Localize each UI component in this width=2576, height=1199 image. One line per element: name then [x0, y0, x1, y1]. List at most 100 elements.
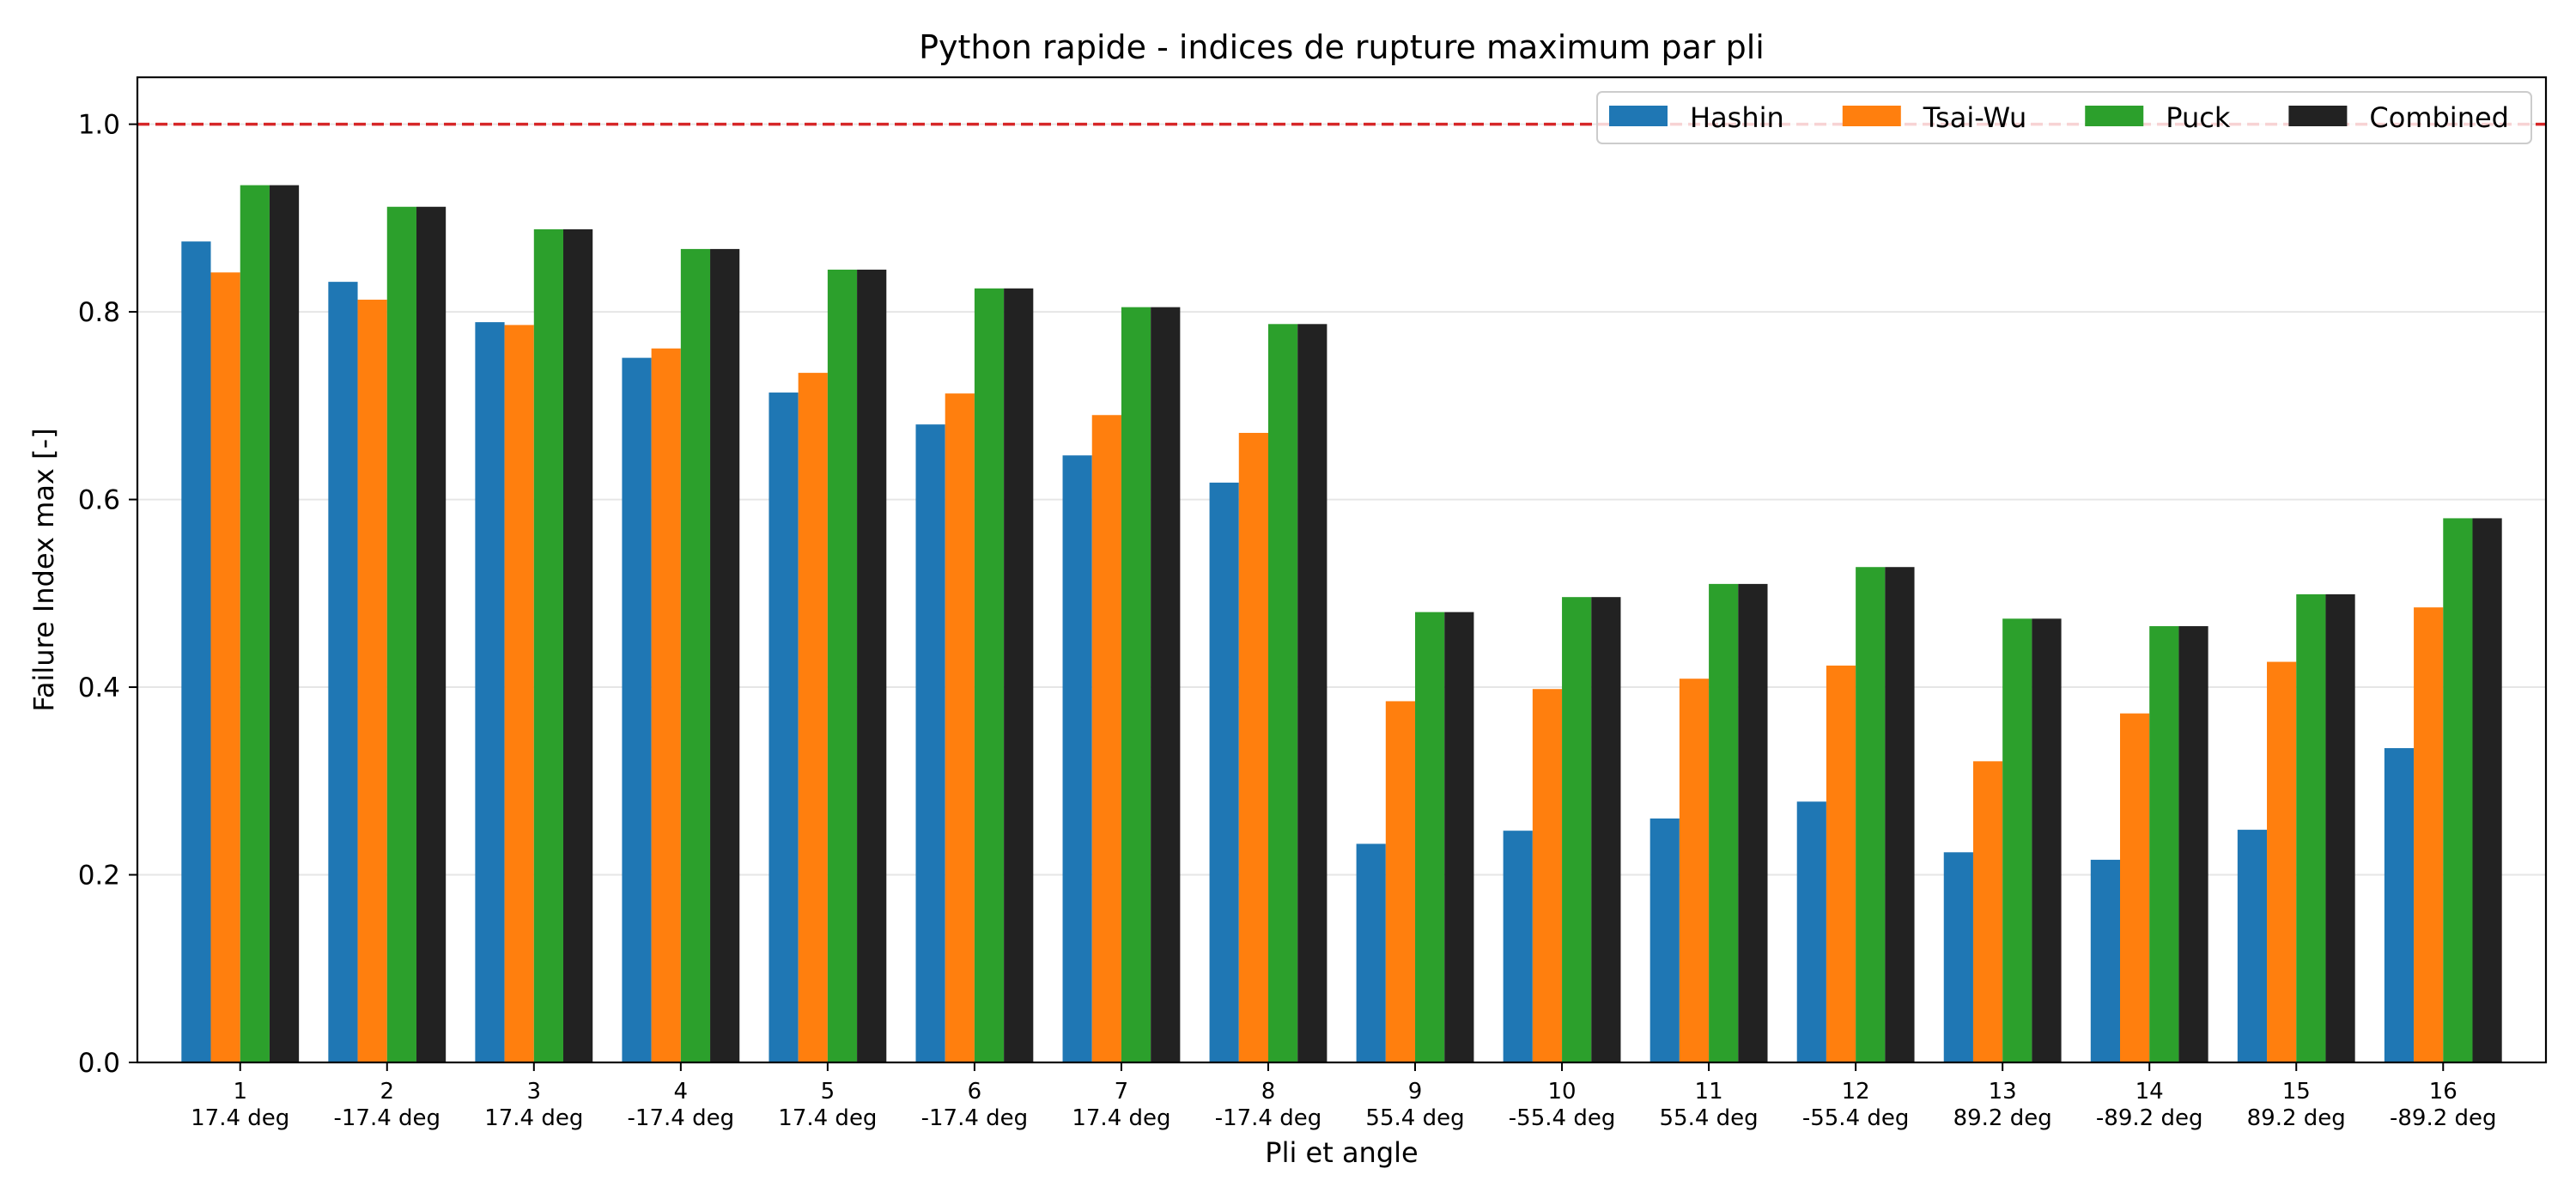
x-tick-sublabel: 89.2 deg	[2247, 1105, 2346, 1131]
y-tick-label: 0.4	[78, 673, 120, 703]
bar-tsai-wu-10	[1532, 689, 1563, 1062]
bar-hashin-6	[915, 424, 945, 1063]
bar-hashin-9	[1356, 843, 1386, 1062]
bar-puck-8	[1267, 324, 1298, 1062]
bar-puck-14	[2149, 626, 2179, 1062]
x-tick-sublabel: -55.4 deg	[1509, 1105, 1616, 1131]
bar-hashin-3	[475, 322, 505, 1062]
bar-combined-11	[1738, 583, 1768, 1062]
y-tick-label: 1.0	[78, 110, 120, 141]
bar-combined-9	[1444, 612, 1474, 1062]
bar-puck-13	[2002, 618, 2032, 1062]
bar-puck-3	[533, 228, 564, 1063]
chart-title: Python rapide - indices de rupture maxim…	[919, 28, 1765, 66]
x-tick-label: 10	[1548, 1079, 1577, 1105]
bar-hashin-15	[2237, 830, 2268, 1062]
bar-hashin-7	[1062, 455, 1092, 1062]
x-tick-label: 16	[2429, 1079, 2458, 1105]
x-tick-sublabel: -89.2 deg	[2390, 1105, 2497, 1131]
x-tick-label: 9	[1408, 1079, 1423, 1105]
bar-combined-5	[857, 269, 887, 1062]
y-tick-label: 0.2	[78, 861, 120, 892]
bar-puck-16	[2443, 518, 2473, 1062]
legend-label: Hashin	[1690, 101, 1784, 134]
x-tick-label: 7	[1115, 1079, 1129, 1105]
bar-hashin-1	[181, 241, 211, 1063]
x-tick-label: 4	[674, 1079, 689, 1105]
x-tick-sublabel: 17.4 deg	[484, 1105, 583, 1131]
bar-hashin-16	[2384, 748, 2415, 1062]
x-tick-sublabel: 55.4 deg	[1660, 1105, 1759, 1131]
bar-combined-16	[2472, 518, 2502, 1062]
bar-combined-3	[563, 228, 593, 1063]
bar-tsai-wu-9	[1385, 701, 1416, 1062]
bar-tsai-wu-4	[651, 348, 681, 1062]
x-tick-label: 12	[1842, 1079, 1870, 1105]
x-tick-sublabel: 17.4 deg	[1072, 1105, 1170, 1131]
x-tick-label: 13	[1989, 1079, 2017, 1105]
bar-hashin-14	[2090, 860, 2120, 1062]
y-axis-label: Failure Index max [-]	[27, 428, 60, 711]
bar-combined-8	[1297, 324, 1327, 1062]
x-tick-sublabel: -17.4 deg	[628, 1105, 735, 1131]
legend-label: Combined	[2369, 101, 2509, 134]
bar-tsai-wu-5	[798, 373, 828, 1063]
bar-tsai-wu-2	[357, 299, 387, 1062]
y-axis: 0.0 0.2 0.4 0.6 0.8 1.0	[78, 110, 137, 1079]
bar-tsai-wu-1	[210, 272, 240, 1063]
bar-tsai-wu-14	[2119, 713, 2150, 1062]
x-tick-label: 1	[233, 1079, 247, 1105]
bar-hashin-5	[769, 393, 799, 1062]
bar-puck-7	[1121, 307, 1151, 1063]
y-tick-label: 0.8	[78, 297, 120, 328]
x-tick-label: 15	[2282, 1079, 2311, 1105]
bar-hashin-10	[1503, 831, 1533, 1062]
bar-hashin-8	[1209, 482, 1239, 1062]
bar-puck-5	[827, 269, 858, 1062]
bar-combined-2	[416, 206, 447, 1063]
bar-tsai-wu-16	[2414, 607, 2444, 1062]
bar-puck-10	[1562, 597, 1592, 1062]
x-axis-label: Pli et angle	[1265, 1136, 1418, 1169]
bar-hashin-13	[1943, 852, 1973, 1062]
bar-combined-10	[1591, 597, 1621, 1062]
bar-tsai-wu-6	[945, 393, 975, 1062]
legend-swatch	[1609, 106, 1668, 126]
bar-tsai-wu-8	[1238, 433, 1268, 1062]
x-tick-sublabel: -17.4 deg	[333, 1105, 440, 1131]
plot-frame	[136, 76, 2548, 1064]
bar-puck-6	[974, 288, 1005, 1062]
bar-puck-11	[1709, 583, 1739, 1062]
legend-swatch	[2288, 106, 2348, 126]
bar-combined-12	[1885, 567, 1915, 1062]
bars	[181, 185, 2502, 1063]
x-tick-sublabel: 17.4 deg	[191, 1105, 289, 1131]
x-tick-sublabel: 55.4 deg	[1365, 1105, 1464, 1131]
bar-puck-9	[1415, 612, 1445, 1062]
legend-box	[1596, 91, 2532, 144]
legend-swatch	[1842, 106, 1901, 126]
x-tick-label: 3	[527, 1079, 542, 1105]
bar-puck-15	[2296, 593, 2326, 1062]
bar-puck-1	[240, 185, 270, 1063]
x-tick-label: 2	[380, 1079, 394, 1105]
bar-combined-6	[1004, 288, 1034, 1062]
x-tick-label: 11	[1695, 1079, 1723, 1105]
bar-puck-4	[680, 248, 711, 1062]
bar-puck-2	[386, 206, 416, 1063]
bar-hashin-11	[1649, 818, 1680, 1062]
x-tick-sublabel: -55.4 deg	[1802, 1105, 1910, 1131]
x-tick-label: 6	[968, 1079, 982, 1105]
x-tick-sublabel: -89.2 deg	[2096, 1105, 2203, 1131]
x-tick-sublabel: 17.4 deg	[778, 1105, 877, 1131]
bar-tsai-wu-3	[504, 325, 534, 1063]
y-tick-label: 0.6	[78, 485, 120, 516]
x-tick-sublabel: -17.4 deg	[1215, 1105, 1322, 1131]
bar-puck-12	[1856, 567, 1886, 1062]
bar-combined-15	[2325, 593, 2355, 1062]
x-tick-sublabel: 89.2 deg	[1953, 1105, 2052, 1131]
x-tick-label: 14	[2136, 1079, 2164, 1105]
